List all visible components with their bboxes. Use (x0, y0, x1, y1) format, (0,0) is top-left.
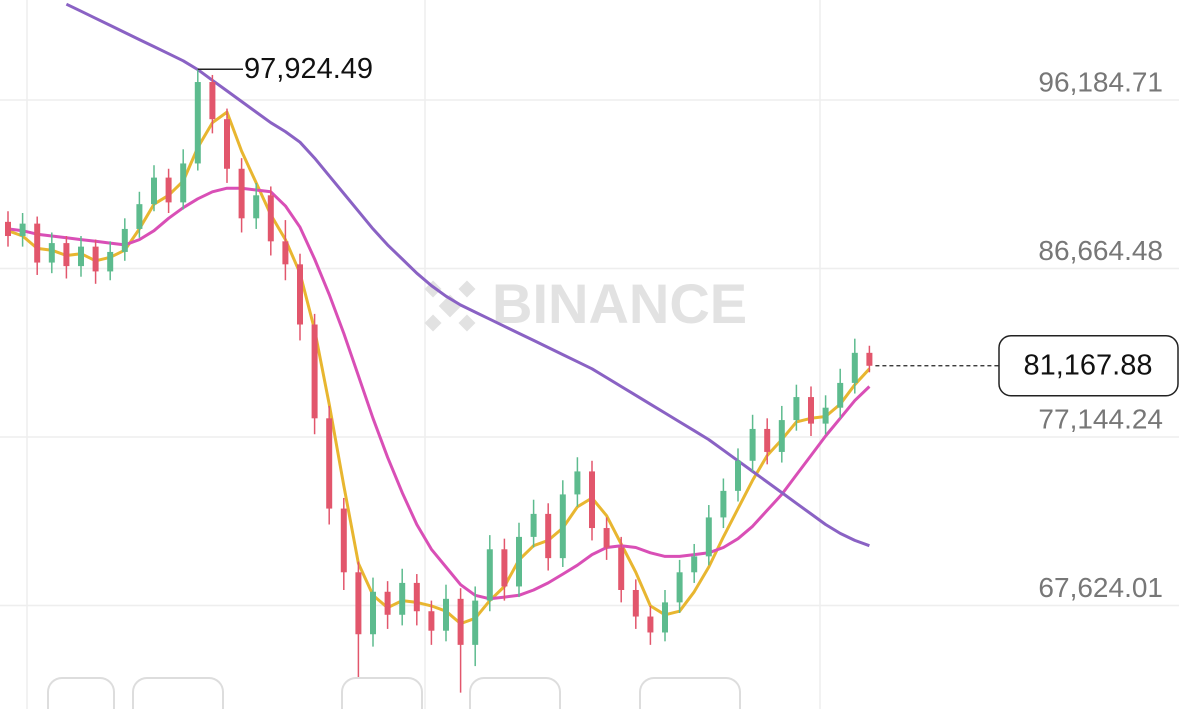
candle-body (749, 428, 756, 461)
candle-body (340, 508, 347, 573)
candle-body (413, 582, 420, 612)
candle-body (78, 246, 84, 267)
candle-body (297, 264, 303, 325)
candle-body (136, 204, 143, 229)
badge (469, 677, 561, 709)
candle-body (632, 589, 639, 617)
candle-body (574, 471, 581, 495)
moving-averages (7, 2, 871, 626)
ma-line (7, 110, 871, 626)
candle-body (399, 582, 406, 615)
candle-body (851, 352, 858, 383)
last-price-label: 81,167.88 (1023, 349, 1152, 381)
y-tick-label: 77,144.24 (1038, 403, 1163, 434)
candle-body (107, 251, 114, 272)
candle-body (267, 195, 274, 242)
candle-body (238, 168, 245, 219)
candle-body (866, 352, 873, 366)
candle-body (92, 246, 99, 272)
labels: 96,184.71 86,664.48 77,144.24 67,624.01 97,9… (197, 53, 1179, 603)
badge (47, 677, 115, 709)
candle-body (443, 598, 449, 631)
candle-body (311, 324, 318, 419)
candle-body (530, 513, 537, 537)
badge (341, 677, 423, 709)
candle-body (224, 119, 230, 169)
candle-body (589, 471, 595, 529)
candle-body (705, 517, 712, 557)
candle-body (457, 598, 464, 645)
candle-body (428, 611, 435, 631)
candle-body (808, 397, 814, 424)
candle-body (34, 223, 41, 263)
candle-body (180, 163, 187, 203)
candle-body (19, 223, 26, 237)
candle-body (516, 536, 522, 587)
candle-body (501, 549, 508, 587)
bottom-badges (47, 677, 741, 709)
candle-body (691, 556, 698, 573)
candles (5, 69, 873, 709)
ma-line (65, 2, 870, 548)
candle-body (486, 549, 493, 601)
candle-body (647, 616, 654, 633)
candle-body (151, 177, 157, 205)
candle-body (326, 418, 333, 509)
candle-body (837, 382, 844, 408)
candle-body (720, 490, 727, 518)
candle-body (618, 547, 625, 590)
candle-body (282, 241, 289, 265)
candle-body (355, 572, 362, 635)
y-tick-label: 96,184.71 (1038, 66, 1163, 97)
time-grid (26, 0, 821, 709)
candle-body (676, 572, 683, 603)
candle-body (370, 591, 376, 635)
candle-body (472, 600, 479, 645)
candle-body (793, 397, 800, 421)
candle-body (165, 177, 172, 203)
candle-body (662, 602, 668, 633)
badge (639, 677, 741, 709)
last-price-box (998, 335, 1179, 397)
badge (132, 677, 224, 709)
candle-body (63, 243, 70, 267)
watermark: BINANCE (424, 272, 747, 335)
y-tick-label: 67,624.01 (1038, 572, 1163, 603)
y-tick-label: 86,664.48 (1038, 235, 1163, 266)
high-label: 97,924.49 (244, 53, 373, 85)
candle-body (194, 82, 201, 164)
candle-body (48, 243, 55, 263)
candle-body (778, 420, 785, 452)
candle-body (559, 494, 566, 559)
candle-body (822, 407, 829, 424)
candle-body (5, 221, 11, 237)
ma-line (7, 186, 871, 601)
candle-body (764, 428, 771, 452)
candle-body (545, 513, 552, 559)
candle-body (253, 195, 260, 219)
candle-body (603, 528, 610, 548)
candle-body (384, 591, 391, 615)
candle-body (209, 82, 216, 120)
candle-body (735, 460, 741, 491)
candle-body (121, 228, 128, 252)
watermark-text: BINANCE (492, 272, 747, 335)
